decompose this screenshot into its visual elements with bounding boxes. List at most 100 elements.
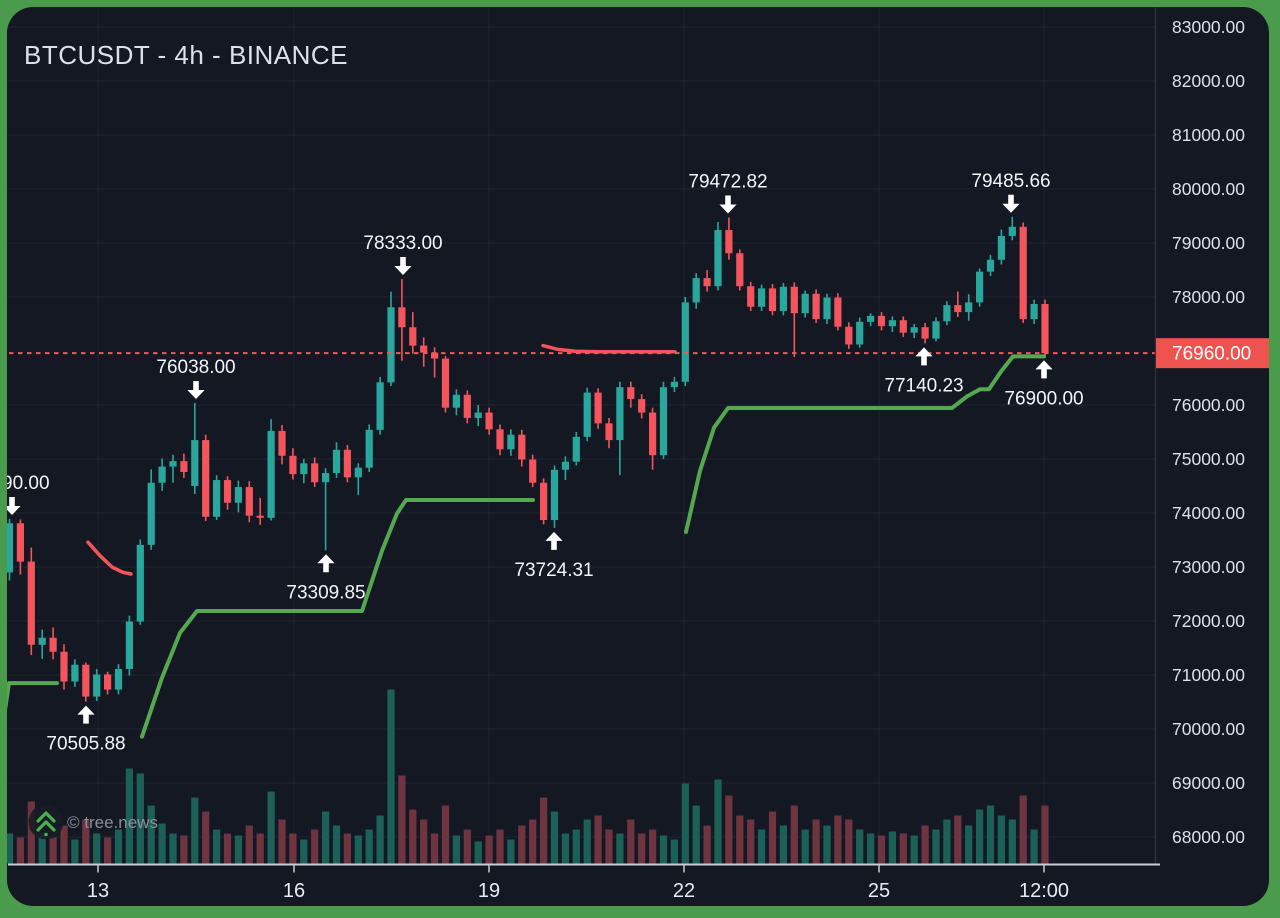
candle-body [932,321,940,339]
candle-body [343,449,351,478]
candle-body [180,461,188,472]
page-title: BTCUSDT - 4h - BINANCE [24,40,349,70]
volume-bar [169,833,177,864]
logo-dot-icon [44,832,48,837]
volume-bar [398,775,406,864]
time-axis-label: 22 [673,880,695,902]
candle-body [758,288,766,307]
price-axis[interactable]: 83000.00 82000.00 81000.00 80000.00 79000.00… [1154,7,1270,864]
annotation-label: 90.00 [7,473,50,494]
volume-bar [714,779,722,864]
volume-bar [213,829,221,864]
volume-bar [790,805,798,864]
volume-bar [387,689,395,864]
candle-body [801,293,809,314]
volume-bar [191,797,199,864]
candle-body [954,305,962,313]
volume-bar [311,829,319,864]
volume-bar [572,829,580,864]
candle-body [60,651,68,682]
volume-bar [452,835,460,864]
volume-bar [104,837,112,864]
volume-bar [986,805,995,864]
swing-annotation: 76038.00 [156,357,236,399]
volume-bar [518,825,526,864]
volume-bar [256,833,264,864]
candle-body [550,469,559,521]
trailing-stop-down-line [541,343,677,354]
volume-bar [507,839,515,864]
volume-bar [845,819,853,864]
candle-body [114,669,123,690]
candle-body [38,637,46,645]
volume-bars [7,689,1049,864]
arrow-down-icon [719,195,737,214]
candle-body [703,278,711,287]
swing-annotation: 70505.88 [46,705,126,755]
trailing-stop-up-line [7,681,59,711]
candle-body [747,286,755,307]
price-axis-label: 82000.00 [1172,71,1245,91]
time-axis-label: 19 [478,880,500,902]
last-price-tag-bg [1156,338,1269,369]
volume-bar [463,829,471,864]
candle-body [463,394,471,418]
volume-bar [899,833,907,864]
arrow-up-icon [915,347,933,366]
swing-annotation: 73309.85 [286,554,366,603]
grid-lines [7,8,1155,864]
volume-bar [681,783,689,864]
candle-body [365,429,373,468]
price-axis-label: 73000.00 [1172,557,1245,577]
volume-bar [910,835,918,864]
candle-body [213,480,221,517]
volume-bar [71,839,79,864]
price-axis-label: 83000.00 [1172,17,1245,37]
volume-bar [867,833,875,864]
candle-body [768,288,777,312]
candle-body [409,327,417,346]
candle-body [147,482,155,545]
candle-body [572,436,580,462]
price-axis-label: 76000.00 [1172,395,1245,415]
candle-body [431,352,439,359]
chart-panel: 90.00 70505.88 76038.00 73309.85 78333.00 737… [7,7,1269,906]
candle-body [1041,304,1049,354]
volume-bar [289,833,297,864]
volume-bar [354,835,362,864]
volume-bar [300,839,308,864]
arrow-up-icon [317,554,335,573]
swing-annotation: 90.00 [7,473,50,515]
trailing-stop-up-line [140,498,535,739]
annotation-label: 73724.31 [514,560,593,581]
arrow-up-icon [1035,360,1053,379]
price-axis-label: 75000.00 [1172,449,1245,469]
candle-body [398,307,406,328]
volume-bar [147,805,155,864]
volume-bar [496,829,504,864]
volume-bar [343,833,351,864]
candle-body [7,523,14,573]
volume-bar [60,825,68,864]
volume-bar [82,819,90,864]
volume-bar [954,815,962,864]
time-axis[interactable]: 13 16 19 22 25 12:00 [8,863,1160,903]
price-axis-label: 70000.00 [1172,719,1245,739]
volume-bar [1041,805,1049,864]
price-axis-label: 69000.00 [1172,773,1245,793]
volume-bar [420,819,428,864]
candle-body [158,466,166,483]
candle-body [202,440,210,517]
volume-bar [627,819,635,864]
volume-bar [550,811,559,864]
candle-body [976,271,984,303]
candle-body [997,235,1005,260]
chart-surface[interactable]: 90.00 70505.88 76038.00 73309.85 78333.00 737… [7,7,1269,906]
candle-body [485,412,493,430]
last-price-tag-label: 76960.00 [1172,344,1251,365]
candle-body [659,387,668,456]
volume-bar [223,833,232,864]
logo-link[interactable] [28,804,64,840]
volume-bar [125,768,133,864]
volume-bar [431,833,439,864]
